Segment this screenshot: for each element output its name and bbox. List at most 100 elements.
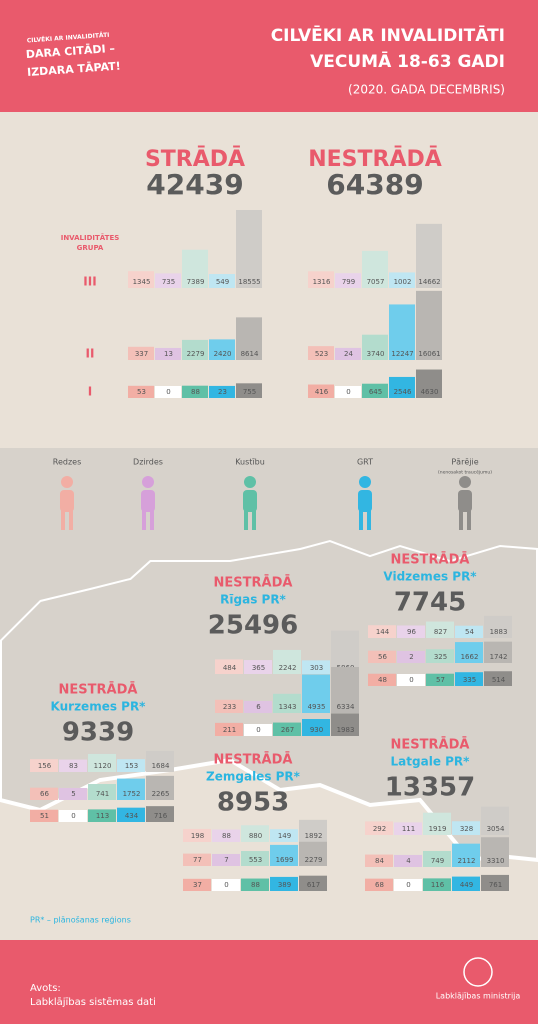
row-label: III: [83, 275, 96, 289]
bar: [302, 719, 330, 724]
value-label: 1752: [123, 790, 141, 798]
value-label: 1662: [461, 653, 479, 661]
cell: [59, 810, 87, 822]
total: 64389: [326, 168, 423, 201]
bar: [236, 383, 262, 386]
bar: [389, 272, 415, 276]
bar: [215, 699, 243, 701]
cell: [236, 276, 262, 288]
cell: [302, 724, 330, 736]
icon-body: [458, 490, 472, 512]
value-label: 0: [346, 388, 350, 396]
source: Labklājības sistēmas dati: [30, 997, 156, 1008]
value-label: 24: [344, 350, 353, 358]
cell: [215, 701, 243, 713]
icon-body: [60, 490, 74, 512]
value-label: 0: [409, 676, 413, 684]
bar: [331, 667, 359, 701]
bar: [416, 369, 442, 386]
cell: [389, 276, 415, 288]
cell: [481, 855, 509, 867]
value-label: 1120: [94, 762, 112, 770]
value-label: 267: [281, 726, 294, 734]
cell: [302, 662, 330, 674]
cell: [88, 810, 116, 822]
value-label: 83: [69, 762, 78, 770]
value-label: 1699: [276, 856, 294, 864]
value-label: 735: [162, 278, 175, 286]
bar: [308, 271, 334, 276]
value-label: 4935: [308, 703, 326, 711]
value-label: 4630: [421, 388, 439, 396]
bar: [335, 273, 361, 276]
icon-leg: [61, 510, 65, 530]
bar: [244, 660, 272, 662]
total: 7745: [394, 588, 466, 618]
cell: [209, 386, 235, 398]
cell: [182, 348, 208, 360]
value-label: 1742: [490, 653, 508, 661]
cell: [423, 823, 451, 835]
cell: [273, 701, 301, 713]
cell: [30, 760, 58, 772]
bar: [209, 274, 235, 276]
value-label: 617: [307, 881, 320, 889]
value-label: 449: [460, 881, 473, 889]
value-label: 337: [135, 350, 148, 358]
value-label: 2265: [152, 790, 170, 798]
source: Avots:: [30, 983, 61, 994]
row-label: I: [88, 385, 92, 399]
cell: [236, 386, 262, 398]
bar: [452, 876, 480, 879]
category-label: Kustību: [235, 458, 265, 467]
bar: [362, 250, 388, 276]
cell: [128, 386, 154, 398]
cell: [244, 724, 272, 736]
cell: [299, 854, 327, 866]
value-label: 37: [193, 881, 202, 889]
group-label: INVALIDITĀTES: [61, 233, 120, 242]
cell: [452, 879, 480, 891]
cell: [212, 879, 240, 891]
value-label: 3310: [487, 857, 505, 865]
cell: [394, 855, 422, 867]
cell: [416, 386, 442, 398]
icon-head: [244, 476, 256, 488]
region-name: Zemgales PR*: [206, 770, 301, 784]
value-label: 365: [252, 664, 265, 672]
bar: [299, 875, 327, 879]
cell: [117, 760, 145, 772]
value-label: 1316: [313, 278, 331, 286]
bar: [117, 778, 145, 788]
cell: [455, 674, 483, 686]
cell: [30, 810, 58, 822]
value-label: 53: [137, 388, 146, 396]
icon-body: [358, 490, 372, 512]
bar: [452, 821, 480, 823]
value-label: 335: [463, 676, 476, 684]
value-label: 84: [375, 857, 384, 865]
bar: [308, 384, 334, 386]
total: 25496: [208, 611, 298, 641]
bar: [273, 649, 301, 662]
value-label: 8614: [241, 350, 259, 358]
value-label: 0: [256, 726, 260, 734]
cell: [365, 823, 393, 835]
bar: [365, 821, 393, 823]
value-label: 88: [222, 832, 231, 840]
cell: [155, 386, 181, 398]
bar: [452, 843, 480, 855]
cell: [273, 724, 301, 736]
row-label: II: [86, 347, 95, 361]
cell: [270, 854, 298, 866]
status-label: STRĀDĀ: [145, 146, 245, 172]
bar: [397, 625, 425, 626]
logo: CILVĒKI AR INVALIDITĀTI DARA CITĀDI – IZ…: [25, 32, 121, 79]
cell: [397, 626, 425, 638]
cell: [484, 626, 512, 638]
cell: [244, 662, 272, 674]
cell: [394, 823, 422, 835]
cell: [299, 830, 327, 842]
icon-leg: [459, 510, 463, 530]
value-label: 51: [40, 812, 49, 820]
